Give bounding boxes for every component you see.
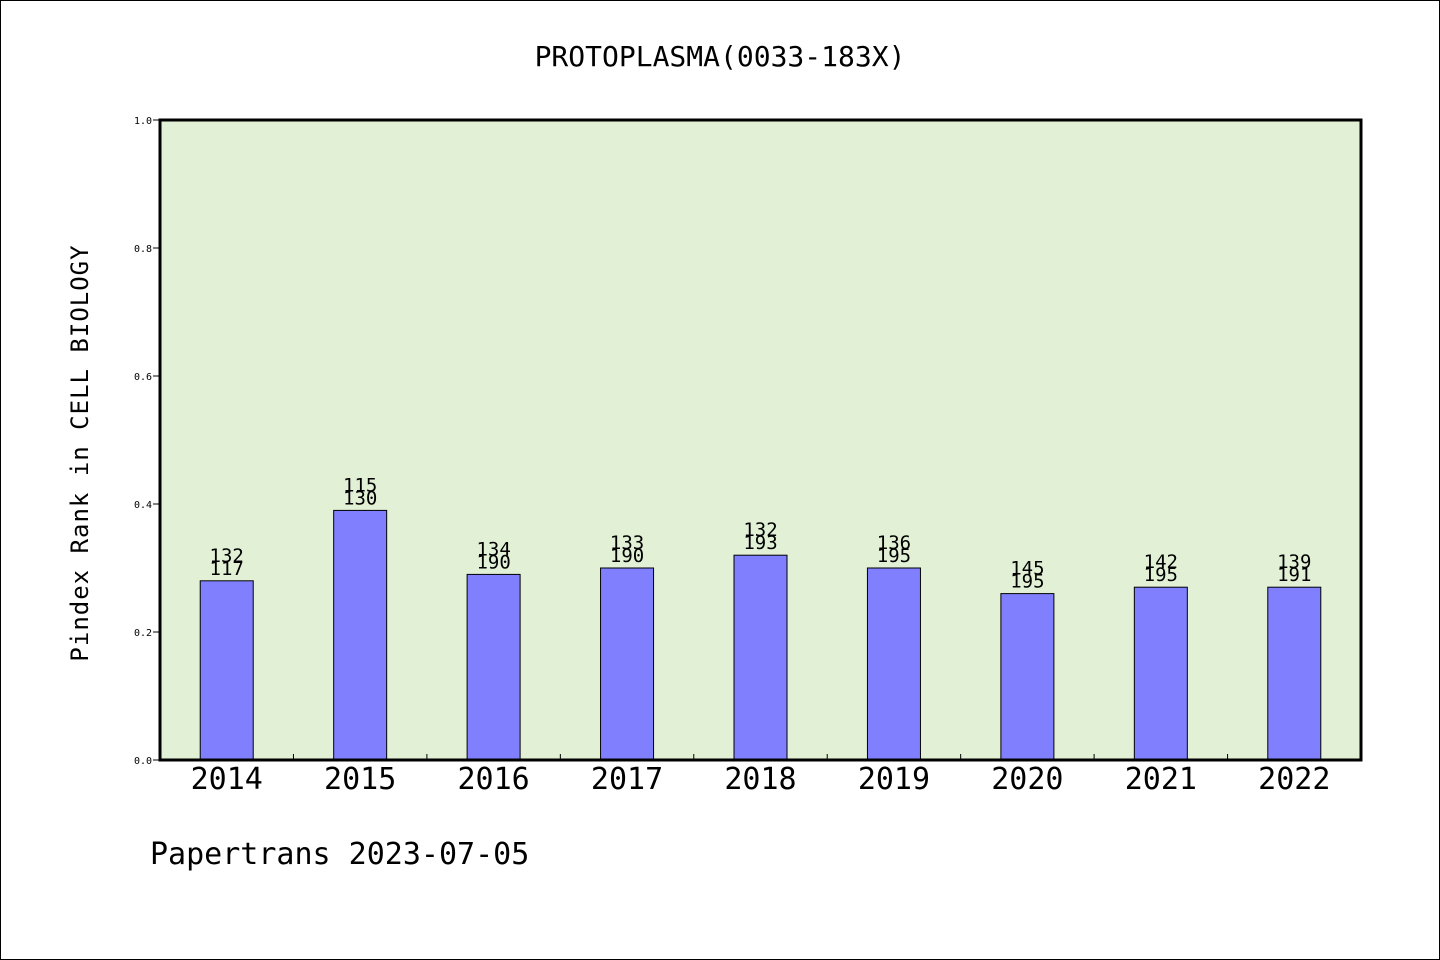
bar-2016 <box>466 573 521 761</box>
bar-label-bottom-2019: 195 <box>877 545 911 567</box>
bar-2017 <box>600 567 655 761</box>
y-tick-label: 0.4 <box>134 500 152 511</box>
x-ticks-group: 2014 2015 2016 2017 2018 2019 2020 2021 2022 <box>191 754 1330 797</box>
bar-label-top-2019: 136 <box>877 532 911 554</box>
y-tick-label: 0.6 <box>134 372 152 383</box>
x-tick-label-2020: 2020 <box>991 762 1063 797</box>
y-tick-label: 0.8 <box>134 244 152 255</box>
bar-label-bottom-2018: 193 <box>743 532 777 554</box>
plot-border <box>158 118 1363 762</box>
bar-label-bottom-2020: 195 <box>1010 571 1044 593</box>
footer-text: Papertrans 2023-07-05 <box>150 837 529 872</box>
bar-label-bottom-2022: 191 <box>1277 564 1311 586</box>
x-tick-label-2019: 2019 <box>858 762 930 797</box>
bar-label-top-2021: 142 <box>1144 551 1178 573</box>
bar-label-bottom-2021: 195 <box>1144 564 1178 586</box>
bar-label-bottom-2017: 190 <box>610 545 644 567</box>
x-tick-label-2018: 2018 <box>724 762 796 797</box>
y-tick-label: 1.0 <box>134 116 152 127</box>
x-tick-label-2015: 2015 <box>324 762 396 797</box>
chart-title: PROTOPLASMA(0033-183X) <box>535 40 906 73</box>
y-tick-label: 0.2 <box>134 628 152 639</box>
x-tick-label-2016: 2016 <box>457 762 529 797</box>
bar-label-bottom-2016: 190 <box>476 551 510 573</box>
bar-label-top-2016: 134 <box>476 538 510 560</box>
bar-2015 <box>333 509 388 761</box>
x-tick-label-2022: 2022 <box>1258 762 1330 797</box>
bar-label-top-2018: 132 <box>743 519 777 541</box>
bar-2014 <box>199 580 254 761</box>
y-tick-label: 0.0 <box>134 756 152 767</box>
bar-label-bottom-2015: 130 <box>343 487 377 509</box>
bar-label-top-2017: 133 <box>610 532 644 554</box>
bar-2021 <box>1133 586 1188 761</box>
y-ticks-group: 0.0 0.2 0.4 0.6 0.8 1.0 <box>134 116 160 767</box>
bar-label-top-2014: 132 <box>210 545 244 567</box>
bar-label-bottom-2014: 117 <box>210 558 244 580</box>
bar-2018 <box>733 554 788 761</box>
bars-group <box>199 509 1322 761</box>
y-axis-label: Pindex Rank in CELL BIOLOGY <box>66 244 94 661</box>
bar-label-top-2022: 139 <box>1277 551 1311 573</box>
x-tick-label-2014: 2014 <box>191 762 263 797</box>
bar-label-top-2015: 115 <box>343 474 377 496</box>
bar-label-top-2020: 145 <box>1010 558 1044 580</box>
bar-2019 <box>866 567 921 761</box>
x-tick-label-2017: 2017 <box>591 762 663 797</box>
bar-2022 <box>1267 586 1322 761</box>
bar-2020 <box>1000 593 1055 761</box>
x-tick-label-2021: 2021 <box>1125 762 1197 797</box>
